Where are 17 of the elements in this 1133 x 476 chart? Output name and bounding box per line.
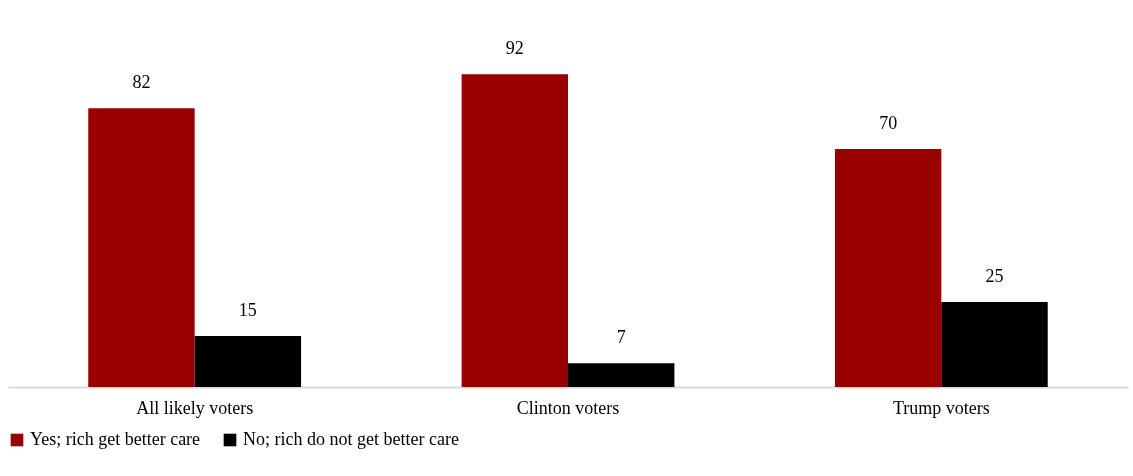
legend-label: Yes; rich get better care [30,429,201,449]
bar [88,108,195,387]
bar [834,149,942,387]
bar [194,336,302,387]
x-tick-label: Clinton voters [516,397,620,418]
bar [568,363,675,387]
x-tick-label: Trump voters [892,397,990,418]
data-label: 70 [879,113,898,133]
bar [941,302,1048,387]
data-label: 25 [985,266,1004,286]
bar [461,74,568,387]
data-label: 15 [238,300,257,320]
legend-label: No; rich do not get better care [243,429,459,449]
data-label: 82 [132,72,151,93]
data-label: 92 [505,38,524,59]
x-tick-label: All likely voters [136,397,254,418]
data-label: 7 [616,327,626,348]
